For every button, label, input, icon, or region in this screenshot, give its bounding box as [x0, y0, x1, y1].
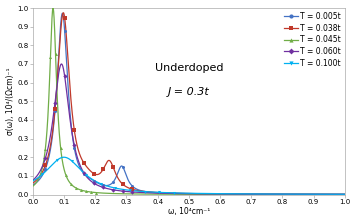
Legend: T = 0.005t, T = 0.038t, T = 0.045t, T = 0.060t, T = 0.100t: T = 0.005t, T = 0.038t, T = 0.045t, T = … — [284, 12, 341, 67]
Text: J = 0.3t: J = 0.3t — [168, 87, 210, 97]
Y-axis label: σ(ω), 10⁴/(Ωcm)⁻¹: σ(ω), 10⁴/(Ωcm)⁻¹ — [6, 67, 15, 135]
X-axis label: ω, 10⁴cm⁻¹: ω, 10⁴cm⁻¹ — [168, 207, 210, 216]
Text: Underdoped: Underdoped — [155, 63, 223, 73]
